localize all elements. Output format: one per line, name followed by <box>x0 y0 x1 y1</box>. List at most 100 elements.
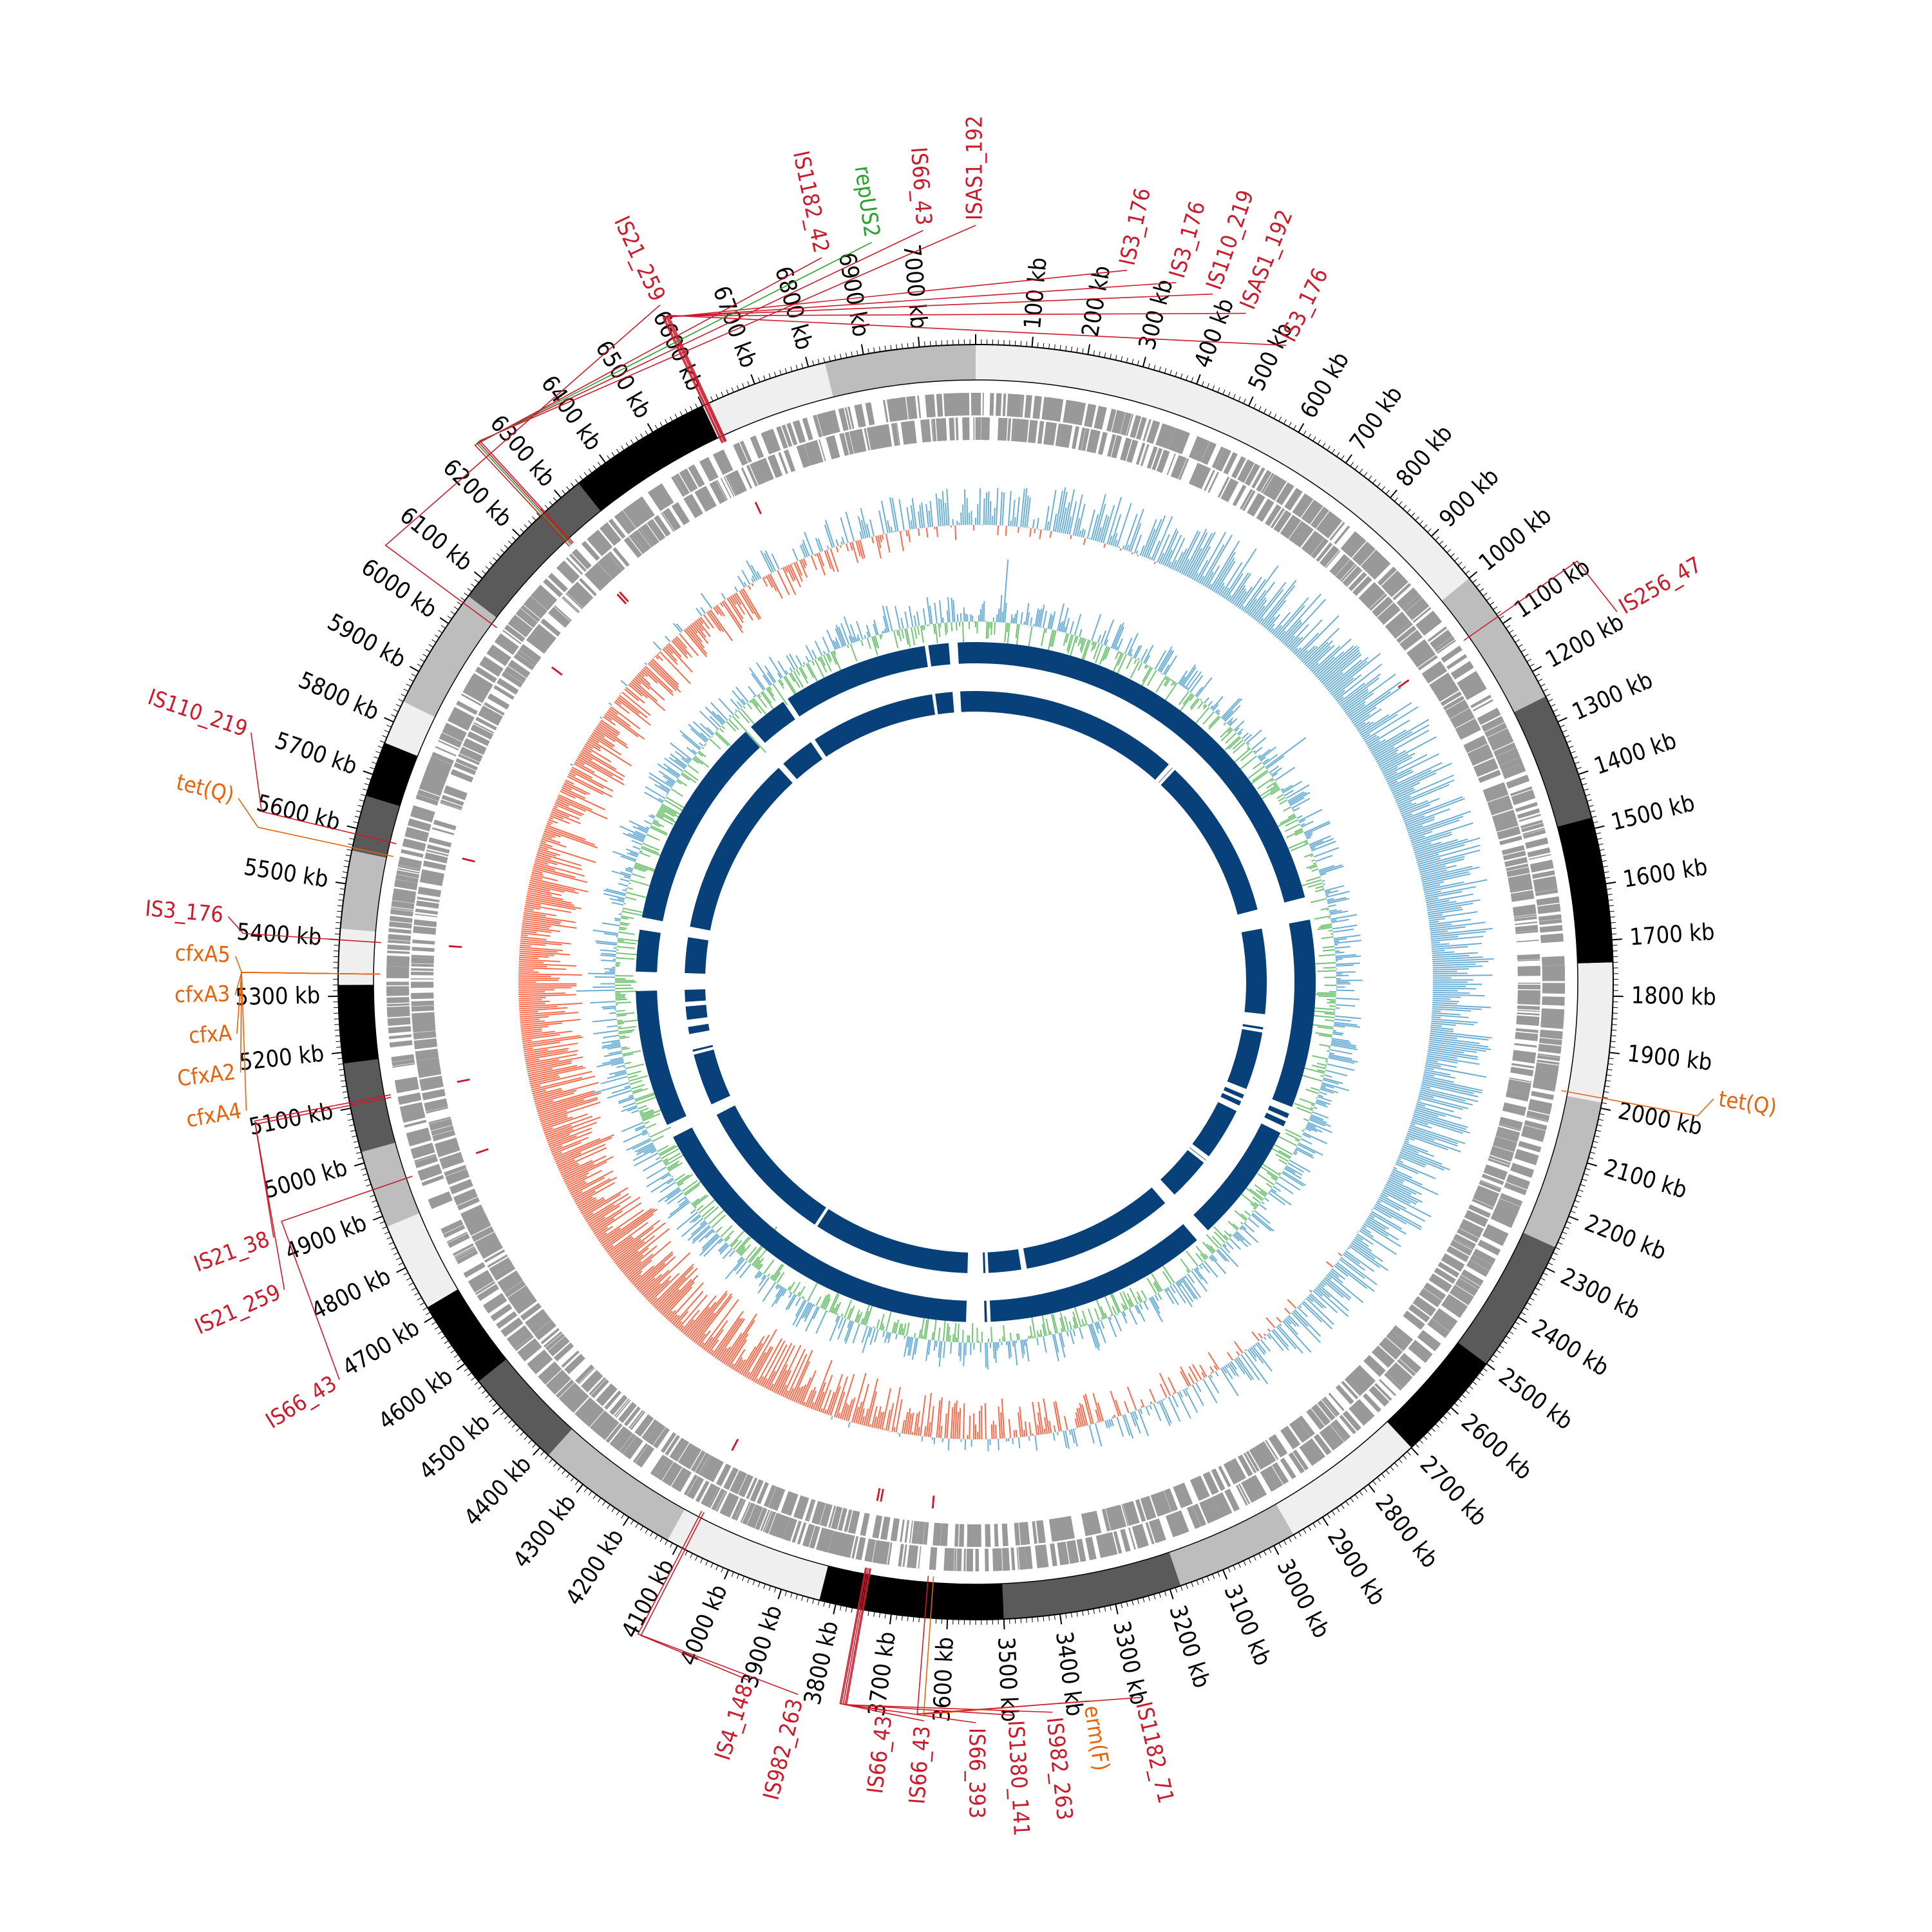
contig-segment <box>1513 696 1592 827</box>
minor-tick <box>1475 583 1481 588</box>
gene-feature <box>464 688 485 702</box>
homology-block <box>928 643 951 667</box>
annotation-leader-line <box>662 269 1128 444</box>
gene-feature <box>931 1547 936 1570</box>
gene-feature <box>665 508 681 529</box>
gene-feature <box>1235 486 1247 507</box>
gene-feature <box>468 732 489 745</box>
gene-feature <box>896 422 900 446</box>
gene-feature <box>1471 753 1494 766</box>
contig-segment <box>703 363 833 439</box>
gene-feature <box>1296 527 1312 547</box>
gene-feature <box>467 1217 488 1229</box>
gene-feature <box>900 1519 905 1542</box>
gene-feature <box>1334 526 1350 545</box>
gene-feature <box>1534 884 1558 893</box>
gene-feature <box>1508 875 1531 885</box>
gene-feature <box>1464 737 1486 750</box>
gene-feature <box>1021 1522 1025 1545</box>
tick-label: 3700 kb <box>864 1630 901 1718</box>
gene-feature <box>415 1159 439 1169</box>
gene-feature <box>1401 632 1421 648</box>
minor-tick <box>583 472 588 477</box>
gene-feature <box>1459 726 1481 739</box>
gene-feature <box>1241 461 1254 483</box>
gene-feature <box>1476 1185 1500 1199</box>
minor-tick <box>1217 387 1220 393</box>
gene-feature <box>1282 516 1300 538</box>
homology-track <box>636 642 1316 1322</box>
minor-tick <box>1377 1477 1381 1482</box>
gene-feature <box>649 1424 666 1446</box>
gene-feature <box>1406 639 1428 658</box>
gene-feature <box>387 1014 410 1018</box>
gene-feature <box>1502 1106 1526 1116</box>
gene-feature <box>565 1355 583 1372</box>
minor-tick <box>1212 1573 1215 1579</box>
minor-tick <box>1585 1168 1591 1171</box>
gene-feature <box>833 1532 844 1555</box>
gene-feature <box>1146 446 1158 469</box>
gene-feature <box>418 886 442 895</box>
gene-feature <box>430 756 453 768</box>
gene-feature <box>432 1130 456 1142</box>
gene-feature <box>701 1455 714 1477</box>
gene-feature <box>433 1133 456 1142</box>
minor-tick <box>752 1580 755 1586</box>
gene-feature <box>1473 1196 1495 1207</box>
contig-segment <box>403 596 497 717</box>
gene-feature <box>1400 592 1419 609</box>
gene-feature <box>1479 1180 1501 1193</box>
gene-feature <box>828 1505 837 1528</box>
gene-feature <box>1501 761 1523 772</box>
gene-feature <box>478 711 500 724</box>
gene-feature <box>1050 397 1059 421</box>
major-tick <box>860 344 864 355</box>
annotation-label: IS21_259 <box>609 213 670 306</box>
gene-feature <box>1349 1372 1368 1392</box>
minor-tick <box>583 1487 588 1492</box>
major-tick <box>1003 1618 1005 1630</box>
gene-feature <box>477 1236 498 1249</box>
gene-feature <box>1532 1084 1556 1092</box>
gene-feature <box>1256 498 1273 521</box>
minor-tick <box>1121 1602 1123 1608</box>
gene-feature <box>1533 1079 1557 1088</box>
gene-feature <box>1510 1068 1533 1075</box>
minor-tick <box>1233 1565 1236 1571</box>
minor-tick <box>354 815 360 818</box>
gene-feature <box>480 706 502 723</box>
gene-feature <box>1077 402 1086 426</box>
gene-feature <box>446 1172 469 1183</box>
minor-tick <box>1312 1522 1316 1528</box>
minor-tick <box>374 756 379 759</box>
gene-feature <box>478 1240 501 1256</box>
gene-feature <box>443 1224 466 1238</box>
gene-feature <box>1466 741 1488 753</box>
minor-tick <box>440 1336 446 1340</box>
gene-feature <box>1461 1220 1484 1233</box>
gene-feature <box>723 1493 735 1515</box>
gene-feature <box>1524 1120 1548 1131</box>
minor-tick <box>795 365 798 370</box>
annotation-leader-line <box>254 1097 392 1291</box>
gene-feature <box>806 442 815 465</box>
gene-feature <box>1492 810 1515 819</box>
contig-segment <box>478 1359 573 1455</box>
gene-feature <box>895 397 902 421</box>
gene-feature <box>1166 453 1176 475</box>
gene-feature <box>1010 1548 1015 1571</box>
gene-feature <box>1470 1256 1492 1271</box>
gene-feature <box>551 1339 570 1357</box>
is-element-mark <box>1397 679 1410 688</box>
annotation-label: IS3_176 <box>1115 185 1156 267</box>
gene-feature <box>1323 1428 1338 1448</box>
minor-tick <box>1475 1376 1481 1381</box>
gene-feature <box>1159 424 1170 447</box>
major-tick <box>1390 489 1397 498</box>
tick-label: 900 kb <box>1434 464 1504 533</box>
gene-feature <box>578 1367 595 1385</box>
minor-tick <box>403 688 409 692</box>
gene-feature <box>826 1530 834 1553</box>
minor-tick <box>913 1616 914 1622</box>
